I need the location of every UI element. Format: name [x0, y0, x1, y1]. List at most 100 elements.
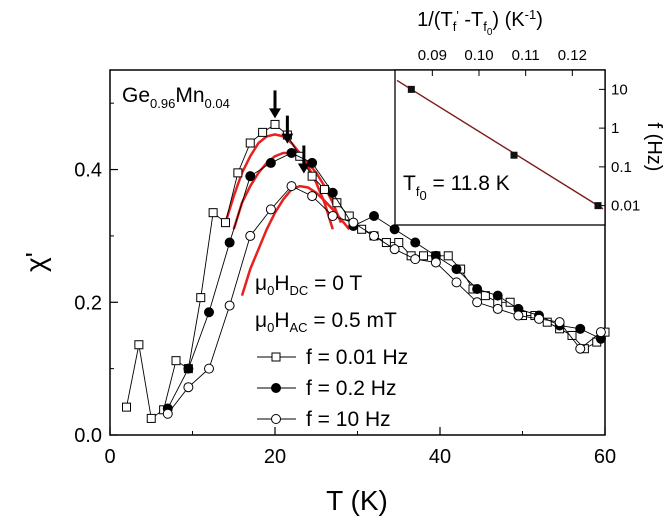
- data-point: [595, 327, 606, 338]
- condition-hac: μ0HAC = 0.5 mT: [255, 309, 397, 335]
- data-point: [369, 211, 379, 221]
- data-point: [472, 297, 483, 308]
- compound-label: Ge0.96Mn0.04: [122, 84, 230, 111]
- inset-y-tick-label: 1: [611, 120, 619, 137]
- x-axis-ticks: 0 20 40 60: [104, 427, 616, 468]
- data-point: [245, 230, 256, 241]
- data-point: [327, 211, 338, 221]
- data-point: [245, 138, 255, 148]
- series-line-0: [126, 123, 606, 420]
- data-point: [162, 408, 173, 419]
- inset-x-tick-label: 0.12: [558, 47, 587, 64]
- data-point: [221, 218, 230, 228]
- inset-right-axis-title: f (Hz): [643, 123, 665, 172]
- inset-fit-line: [396, 79, 604, 210]
- main-plot: 0 20 40 60 0.0 0.2 0.4: [74, 69, 616, 468]
- legend-marker: [271, 383, 281, 393]
- peak-arrow-head: [269, 108, 281, 119]
- peak-arrows: [269, 90, 310, 174]
- data-point: [357, 224, 367, 234]
- data-point: [224, 300, 235, 311]
- data-point: [320, 184, 329, 194]
- series-line-2: [167, 185, 602, 415]
- inset-y-tick-label: 10: [611, 81, 628, 98]
- data-point: [505, 297, 515, 307]
- x-tick-label: 0: [104, 446, 115, 468]
- fit-curve-0: [224, 133, 334, 230]
- condition-hdc: μ0HDC = 0 T: [255, 272, 362, 298]
- legend-marker: [271, 414, 281, 424]
- inset-y-tick-label: 0.1: [611, 159, 632, 176]
- data-point: [183, 363, 194, 374]
- data-point: [258, 127, 268, 137]
- series-line-1: [167, 152, 602, 409]
- data-point: [381, 238, 391, 248]
- y-tick-label: 0.0: [74, 425, 102, 447]
- inset-top-ticks: 0.09 0.10 0.11 0.12: [418, 47, 587, 76]
- data-point: [492, 303, 503, 314]
- data-point: [567, 330, 577, 340]
- data-point: [410, 237, 421, 248]
- legend-label: f = 0.01 Hz: [306, 346, 408, 369]
- y-axis-ticks: 0.0 0.2 0.4: [74, 102, 118, 447]
- data-point: [270, 119, 280, 129]
- legend-label: f = 0.2 Hz: [306, 377, 396, 400]
- legend-marker: [271, 352, 281, 362]
- data-point: [513, 310, 524, 321]
- inset-x-tick-label: 0.09: [418, 47, 447, 64]
- inset-plot: 0.09 0.10 0.11 0.12 10 1 0.1 0.01 Tf0 = 11.8 K: [394, 47, 640, 226]
- peak-arrow-head: [297, 163, 310, 174]
- data-point: [183, 382, 194, 393]
- data-point: [307, 171, 317, 181]
- inset-frame: [394, 69, 606, 226]
- data-point: [146, 413, 156, 423]
- x-axis-title: T (K): [326, 485, 388, 516]
- inset-point: [594, 202, 602, 210]
- data-point: [389, 244, 400, 255]
- data-point: [492, 290, 503, 301]
- data-point: [307, 157, 318, 168]
- data-series: [122, 119, 610, 423]
- peak-arrow-head: [281, 133, 294, 144]
- data-point: [542, 317, 552, 327]
- data-point: [286, 181, 297, 192]
- legend-label: f = 10 Hz: [306, 408, 391, 431]
- data-point: [265, 204, 276, 215]
- y-axis-title: χ': [20, 252, 51, 272]
- inset-point: [510, 151, 518, 159]
- data-point: [451, 277, 462, 288]
- y-tick-label: 0.2: [74, 292, 102, 314]
- legend: f = 0.01 Hz f = 0.2 Hz f = 10 Hz: [257, 346, 408, 431]
- data-point: [430, 257, 441, 268]
- inset-top-axis-title: 1/(Tf' -Tf0) (K-1): [417, 7, 543, 38]
- data-point: [224, 237, 235, 248]
- y-tick-label: 0.4: [74, 160, 102, 182]
- data-point: [419, 251, 428, 261]
- data-point: [204, 307, 214, 318]
- data-point: [134, 340, 144, 350]
- data-point: [286, 147, 297, 158]
- x-tick-label: 20: [264, 446, 286, 468]
- data-point: [369, 230, 379, 241]
- data-point: [575, 323, 586, 334]
- data-point: [554, 317, 565, 328]
- data-point: [327, 187, 338, 198]
- inset-x-tick-label: 0.11: [512, 47, 540, 64]
- inset-y-tick-label: 0.01: [611, 198, 640, 215]
- data-point: [410, 254, 421, 265]
- data-point: [171, 356, 181, 366]
- data-point: [208, 208, 218, 218]
- inset-right-ticks: 10 1 0.1 0.01: [599, 81, 640, 215]
- data-point: [348, 217, 359, 228]
- inset-point: [407, 85, 415, 93]
- inset-x-tick-label: 0.10: [464, 47, 493, 64]
- data-point: [245, 171, 256, 182]
- data-point: [472, 284, 483, 294]
- inset-points: [407, 85, 602, 210]
- data-point: [122, 402, 131, 412]
- data-point: [196, 293, 206, 303]
- x-tick-label: 40: [429, 446, 451, 468]
- x-tick-label: 60: [594, 446, 616, 468]
- data-point: [575, 343, 586, 354]
- data-point: [204, 363, 214, 374]
